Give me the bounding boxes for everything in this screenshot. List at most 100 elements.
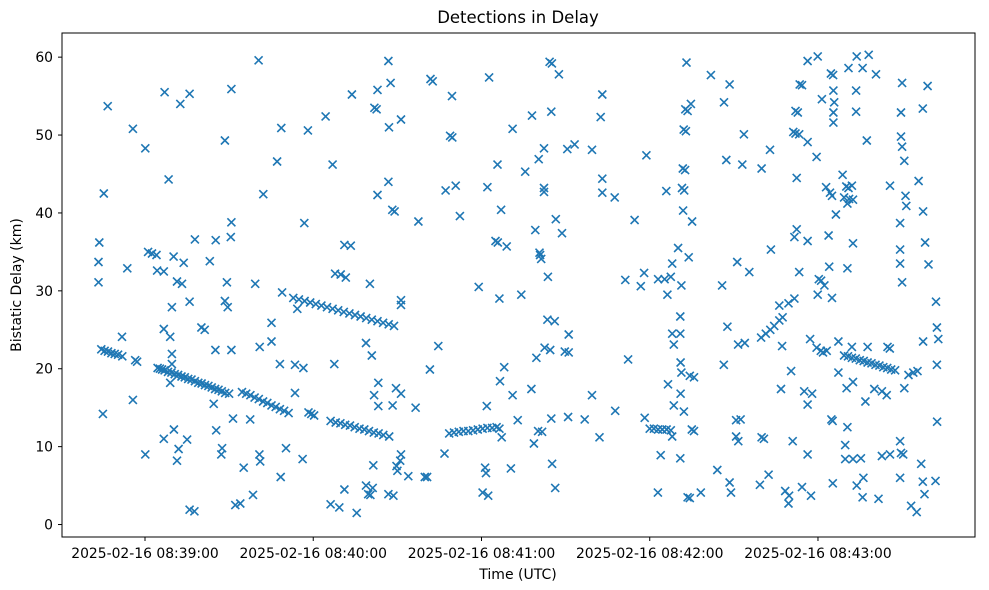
scatter-point [789, 232, 799, 242]
scatter-point [388, 400, 398, 410]
scatter-point [620, 275, 630, 285]
scatter-point [645, 424, 655, 434]
scatter-point [298, 363, 308, 373]
scatter-point [255, 342, 265, 352]
scatter-point [433, 341, 443, 351]
scatter-point [396, 389, 406, 399]
scatter-point [239, 463, 249, 473]
scatter-point [384, 122, 394, 132]
scatter-point [209, 399, 219, 409]
scatter-point [819, 280, 829, 290]
scatter-point [789, 294, 799, 304]
scatter-point [367, 315, 377, 325]
scatter-point [856, 453, 866, 463]
scatter-point [230, 500, 240, 510]
scatter-point [828, 118, 838, 128]
scatter-point [932, 360, 942, 370]
scatter-point [784, 491, 794, 501]
scatter-point [482, 182, 492, 192]
scatter-point [361, 481, 371, 491]
scatter-point [732, 257, 742, 267]
scatter-point [669, 400, 679, 410]
scatter-point [725, 477, 735, 488]
scatter-point [163, 367, 173, 377]
scatter-point [610, 192, 620, 202]
scatter-point [679, 407, 689, 417]
scatter-point [684, 252, 694, 262]
scatter-point [347, 89, 357, 100]
scatter-point [898, 449, 908, 459]
scatter-point [882, 390, 892, 400]
scatter-point [680, 165, 690, 175]
scatter-point [899, 156, 909, 166]
scatter-point [679, 185, 689, 195]
scatter-point [94, 237, 104, 248]
scatter-point [897, 142, 907, 152]
scatter-point [840, 440, 850, 450]
scatter-point [897, 277, 907, 287]
scatter-point [869, 384, 879, 394]
scatter-point [245, 390, 255, 400]
scatter-point [170, 369, 180, 379]
scatter-point [383, 56, 393, 66]
scatter-point [848, 238, 858, 248]
scatter-point [93, 277, 104, 287]
scatter-point [803, 449, 813, 459]
scatter-point [369, 390, 379, 400]
scatter-point [797, 80, 807, 90]
y-tick-label: 0 [44, 518, 53, 534]
scatter-point [189, 506, 199, 516]
x-tick-label: 2025-02-16 08:43:00 [744, 546, 892, 562]
scatter-point [885, 449, 895, 459]
scatter-point [543, 272, 553, 282]
scatter-point [563, 412, 573, 422]
scatter-point [822, 346, 832, 356]
scatter-point [890, 365, 900, 375]
scatter-point [667, 259, 677, 269]
scatter-point [183, 374, 193, 384]
scatter-point [919, 489, 930, 499]
scatter-point [903, 370, 914, 380]
x-axis-ticks: 2025-02-16 08:39:00 2025-02-16 08:40:00 20… [71, 537, 892, 562]
scatter-point [676, 357, 686, 368]
scatter-point [851, 107, 861, 117]
scatter-point [792, 224, 802, 234]
scatter-point [339, 307, 349, 317]
scatter-point [676, 280, 686, 290]
scatter-point [250, 279, 260, 289]
scatter-point [797, 482, 807, 492]
scatter-point [653, 424, 663, 435]
scatter-point [223, 302, 233, 312]
scatter-point [140, 449, 150, 459]
scatter-point [276, 123, 286, 133]
scatter-point [931, 297, 941, 307]
scatter-point [420, 472, 430, 482]
scatter-point [636, 281, 646, 291]
scatter-point [848, 195, 858, 205]
scatter-point [792, 173, 802, 183]
scatter-point [177, 279, 187, 289]
scatter-point [210, 345, 220, 355]
scatter-point [678, 206, 688, 216]
scatter-point [838, 170, 848, 180]
scatter-point [812, 152, 822, 162]
scatter-point [494, 294, 504, 304]
scatter-point [484, 72, 494, 82]
scatter-point [140, 143, 150, 153]
scatter-point [744, 267, 754, 277]
scatter-point [725, 79, 735, 89]
scatter-point [851, 86, 861, 96]
scatter-point [912, 507, 922, 517]
scatter-point [403, 471, 413, 481]
scatter-point [386, 78, 396, 88]
scatter-point [329, 359, 339, 369]
scatter-point [774, 301, 784, 311]
scatter-point [663, 379, 673, 389]
scatter-point [210, 384, 220, 394]
scatter-point [712, 465, 722, 475]
scatter-point [803, 400, 813, 410]
scatter-point [368, 460, 378, 470]
scatter-point [361, 313, 371, 323]
scatter-point [363, 489, 373, 499]
scatter-point [828, 70, 838, 80]
